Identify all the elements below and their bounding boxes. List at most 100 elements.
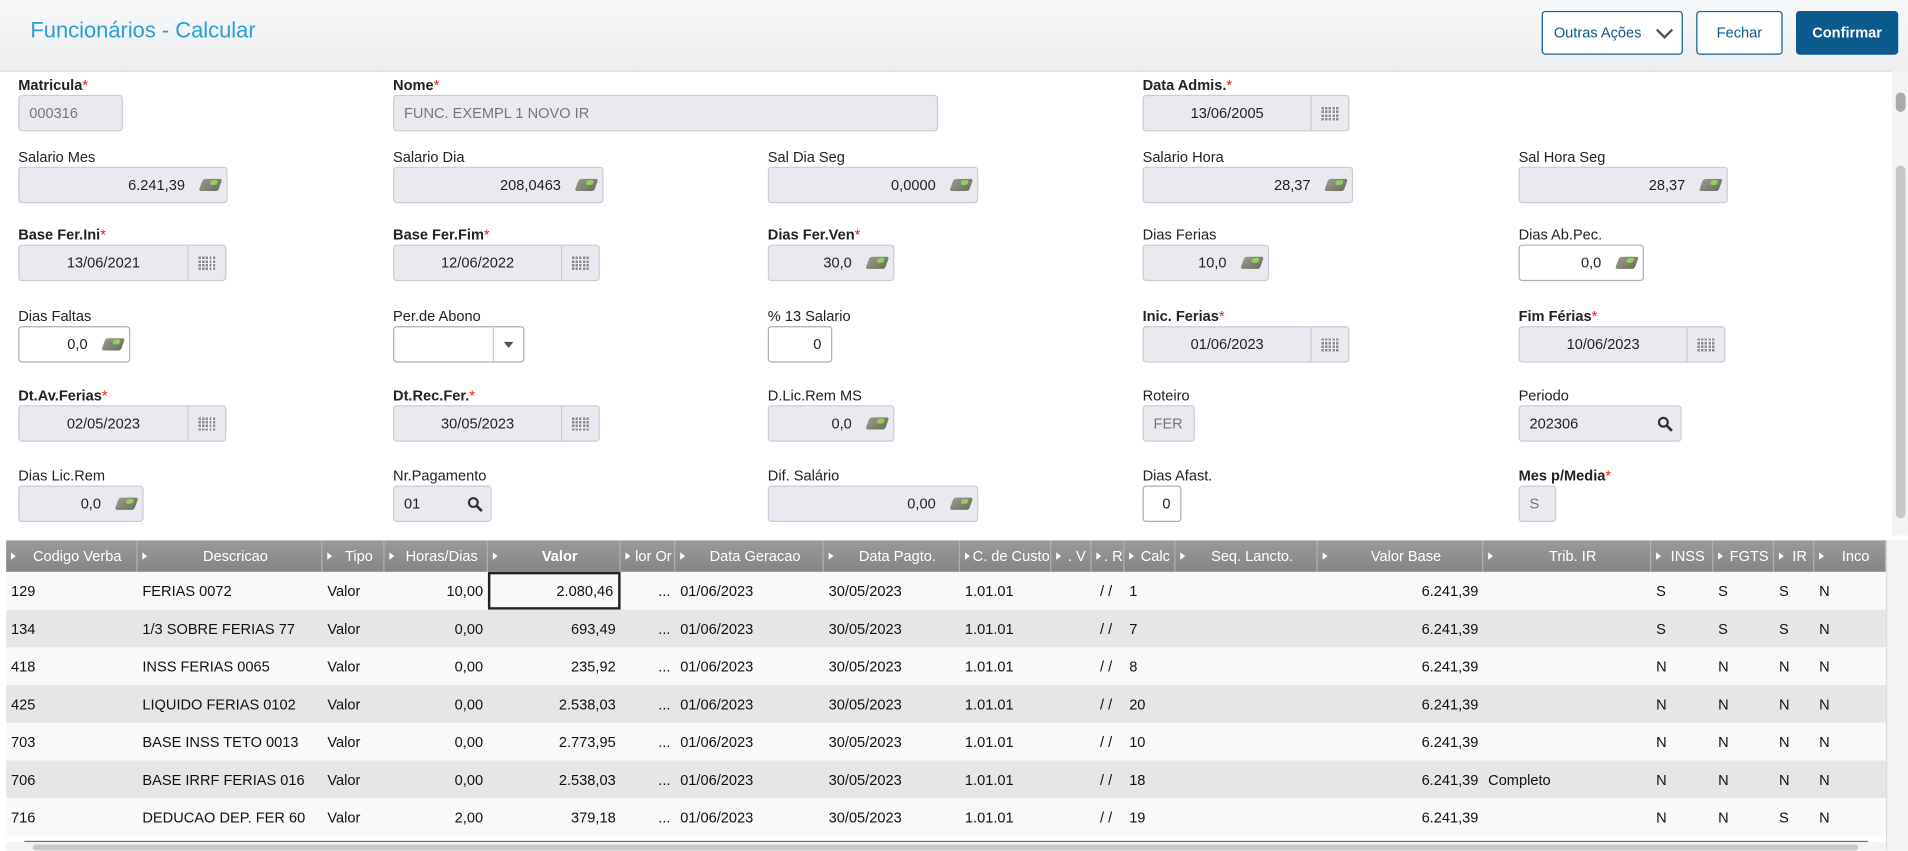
table-cell[interactable]: FERIAS 0072 bbox=[142, 582, 232, 600]
sal-dia-seg-field[interactable]: 0,0000 bbox=[767, 166, 979, 204]
table-cell[interactable]: S bbox=[1778, 808, 1789, 826]
table-cell[interactable]: 716 bbox=[10, 808, 36, 826]
dif-sal-rio-field[interactable]: 0,00 bbox=[767, 485, 979, 523]
table-cell[interactable]: 6.241,39 bbox=[1421, 808, 1479, 826]
column-header[interactable]: Seq. Lancto. bbox=[1175, 540, 1318, 572]
table-cell[interactable] bbox=[1483, 610, 1651, 648]
table-cell[interactable]: N bbox=[1819, 733, 1830, 751]
table-cell[interactable]: 7 bbox=[1129, 619, 1138, 637]
column-header[interactable]: IR bbox=[1774, 540, 1815, 572]
nome-field[interactable]: FUNC. EXEMPL 1 NOVO IR bbox=[393, 94, 939, 132]
table-cell[interactable]: N bbox=[1718, 657, 1729, 675]
table-row[interactable]: 425 LIQUIDO FERIAS 0102 Valor 0,00 2.538,03.… bbox=[6, 685, 1887, 723]
table-cell[interactable]: 129 bbox=[10, 582, 36, 600]
salario-hora-field[interactable]: 28,37 bbox=[1142, 166, 1354, 204]
calculator-icon[interactable] bbox=[945, 487, 977, 521]
column-header[interactable]: Valor Base bbox=[1318, 540, 1484, 572]
table-cell[interactable]: N bbox=[1778, 657, 1790, 675]
calculator-icon[interactable] bbox=[945, 168, 977, 202]
table-cell[interactable]: N bbox=[1656, 770, 1667, 788]
table-row[interactable]: 134 1/3 SOBRE FERIAS 77 Valor 0,00 693,49...… bbox=[6, 609, 1887, 648]
dias-faltas-field[interactable]: 0,0 bbox=[18, 326, 131, 363]
dias-lic-rem-field[interactable]: 0,0 bbox=[18, 485, 144, 523]
table-cell[interactable]: 30/05/2023 bbox=[828, 733, 902, 751]
table-cell[interactable]: 1.01.01 bbox=[964, 619, 1014, 637]
table-cell[interactable]: ... bbox=[658, 657, 671, 675]
other-actions-button[interactable]: Outras Ações bbox=[1541, 10, 1683, 55]
table-cell[interactable]: LIQUIDO FERIAS 0102 bbox=[142, 695, 296, 713]
table-cell[interactable]: 6.241,39 bbox=[1421, 770, 1479, 788]
table-cell[interactable]: S bbox=[1718, 582, 1728, 600]
table-cell[interactable]: 01/06/2023 bbox=[680, 657, 754, 675]
table-cell[interactable]: 0,00 bbox=[454, 619, 484, 637]
table-cell[interactable]: ... bbox=[658, 808, 671, 826]
table-cell[interactable]: 1.01.01 bbox=[964, 582, 1014, 600]
calculator-icon[interactable] bbox=[195, 168, 227, 202]
table-cell[interactable]: / / bbox=[1099, 770, 1113, 788]
search-icon[interactable] bbox=[459, 487, 491, 521]
column-header[interactable]: Descricao bbox=[137, 540, 323, 572]
form-scrollbar[interactable] bbox=[1892, 70, 1908, 536]
table-cell[interactable]: 0,00 bbox=[454, 770, 484, 788]
table-cell[interactable]: 6.241,39 bbox=[1421, 582, 1479, 600]
column-header[interactable]: INSS bbox=[1651, 540, 1714, 572]
table-cell[interactable]: 8 bbox=[1129, 657, 1138, 675]
calculator-icon[interactable] bbox=[97, 327, 129, 361]
table-cell[interactable] bbox=[1483, 685, 1651, 723]
calendar-icon[interactable] bbox=[1686, 327, 1724, 362]
table-cell[interactable] bbox=[1175, 761, 1317, 799]
table-row[interactable]: 716 DEDUCAO DEP. FER 60 Valor 2,00 379,18...… bbox=[6, 798, 1887, 836]
table-cell[interactable]: 01/06/2023 bbox=[680, 695, 754, 713]
table-cell[interactable]: 425 bbox=[10, 695, 36, 713]
table-cell[interactable] bbox=[1483, 572, 1651, 610]
column-header[interactable]: lor Or bbox=[621, 540, 676, 572]
table-cell[interactable]: Valor bbox=[327, 657, 361, 675]
table-cell[interactable]: 1 bbox=[1129, 582, 1138, 600]
table-cell[interactable]: 20 bbox=[1129, 695, 1146, 713]
table-cell[interactable]: 0,00 bbox=[454, 733, 484, 751]
column-header[interactable]: FGTS bbox=[1713, 540, 1775, 572]
column-header[interactable]: Trib. IR bbox=[1483, 540, 1652, 572]
table-cell[interactable]: S bbox=[1656, 582, 1666, 600]
table-cell[interactable]: 30/05/2023 bbox=[828, 619, 902, 637]
mes-p-media-field[interactable]: S bbox=[1518, 485, 1557, 523]
table-cell[interactable]: / / bbox=[1099, 695, 1113, 713]
table-cell[interactable]: 379,18 bbox=[571, 808, 616, 826]
column-header[interactable]: . V bbox=[1051, 540, 1092, 572]
table-cell[interactable]: 693,49 bbox=[571, 619, 616, 637]
table-row[interactable]: 129 FERIAS 0072 Valor 10,00 2.080,46... 01/06… bbox=[6, 571, 1887, 610]
table-cell[interactable]: 30/05/2023 bbox=[828, 582, 902, 600]
table-cell[interactable]: N bbox=[1656, 657, 1667, 675]
table-cell[interactable]: 706 bbox=[10, 770, 36, 788]
calculator-icon[interactable] bbox=[571, 168, 603, 202]
roteiro-field[interactable]: FER bbox=[1142, 405, 1195, 442]
periodo-field[interactable]: 202306 bbox=[1518, 405, 1682, 442]
fim-f-rias-field[interactable]: 10/06/2023 bbox=[1518, 326, 1726, 363]
dt-av-ferias-field[interactable]: 02/05/2023 bbox=[18, 405, 227, 442]
dias-ferias-field[interactable]: 10,0 bbox=[1142, 244, 1270, 282]
table-cell[interactable]: 1.01.01 bbox=[964, 657, 1014, 675]
scrollbar-track-thumb[interactable] bbox=[1895, 165, 1906, 519]
confirm-button[interactable]: Confirmar bbox=[1795, 10, 1899, 55]
scrollbar-thumb[interactable] bbox=[1895, 92, 1906, 112]
table-cell[interactable] bbox=[1483, 647, 1651, 685]
table-row[interactable]: 706 BASE IRRF FERIAS 016 Valor 0,00 2.538,03… bbox=[6, 760, 1887, 799]
calendar-icon[interactable] bbox=[1310, 96, 1348, 131]
table-cell[interactable] bbox=[1175, 685, 1317, 723]
calendar-icon[interactable] bbox=[187, 245, 225, 280]
table-cell[interactable]: 418 bbox=[10, 657, 36, 675]
table-cell[interactable]: / / bbox=[1099, 582, 1113, 600]
table-cell[interactable]: 0,00 bbox=[454, 695, 484, 713]
table-cell[interactable]: Valor bbox=[327, 582, 361, 600]
table-cell[interactable]: Valor bbox=[327, 733, 361, 751]
table-cell[interactable]: 0,00 bbox=[454, 657, 484, 675]
table-cell[interactable]: S bbox=[1718, 619, 1728, 637]
table-row[interactable]: 418 INSS FERIAS 0065 Valor 0,00 235,92... 01/… bbox=[6, 647, 1887, 686]
dt-rec-fer-field[interactable]: 30/05/2023 bbox=[393, 405, 600, 442]
calculator-icon[interactable] bbox=[111, 487, 143, 521]
table-cell[interactable]: ... bbox=[658, 733, 671, 751]
table-cell[interactable]: N bbox=[1778, 695, 1790, 713]
table-cell[interactable]: DEDUCAO DEP. FER 60 bbox=[142, 808, 306, 826]
column-header[interactable]: Data Geracao bbox=[675, 540, 824, 572]
per-de-abono-field[interactable] bbox=[393, 326, 525, 363]
